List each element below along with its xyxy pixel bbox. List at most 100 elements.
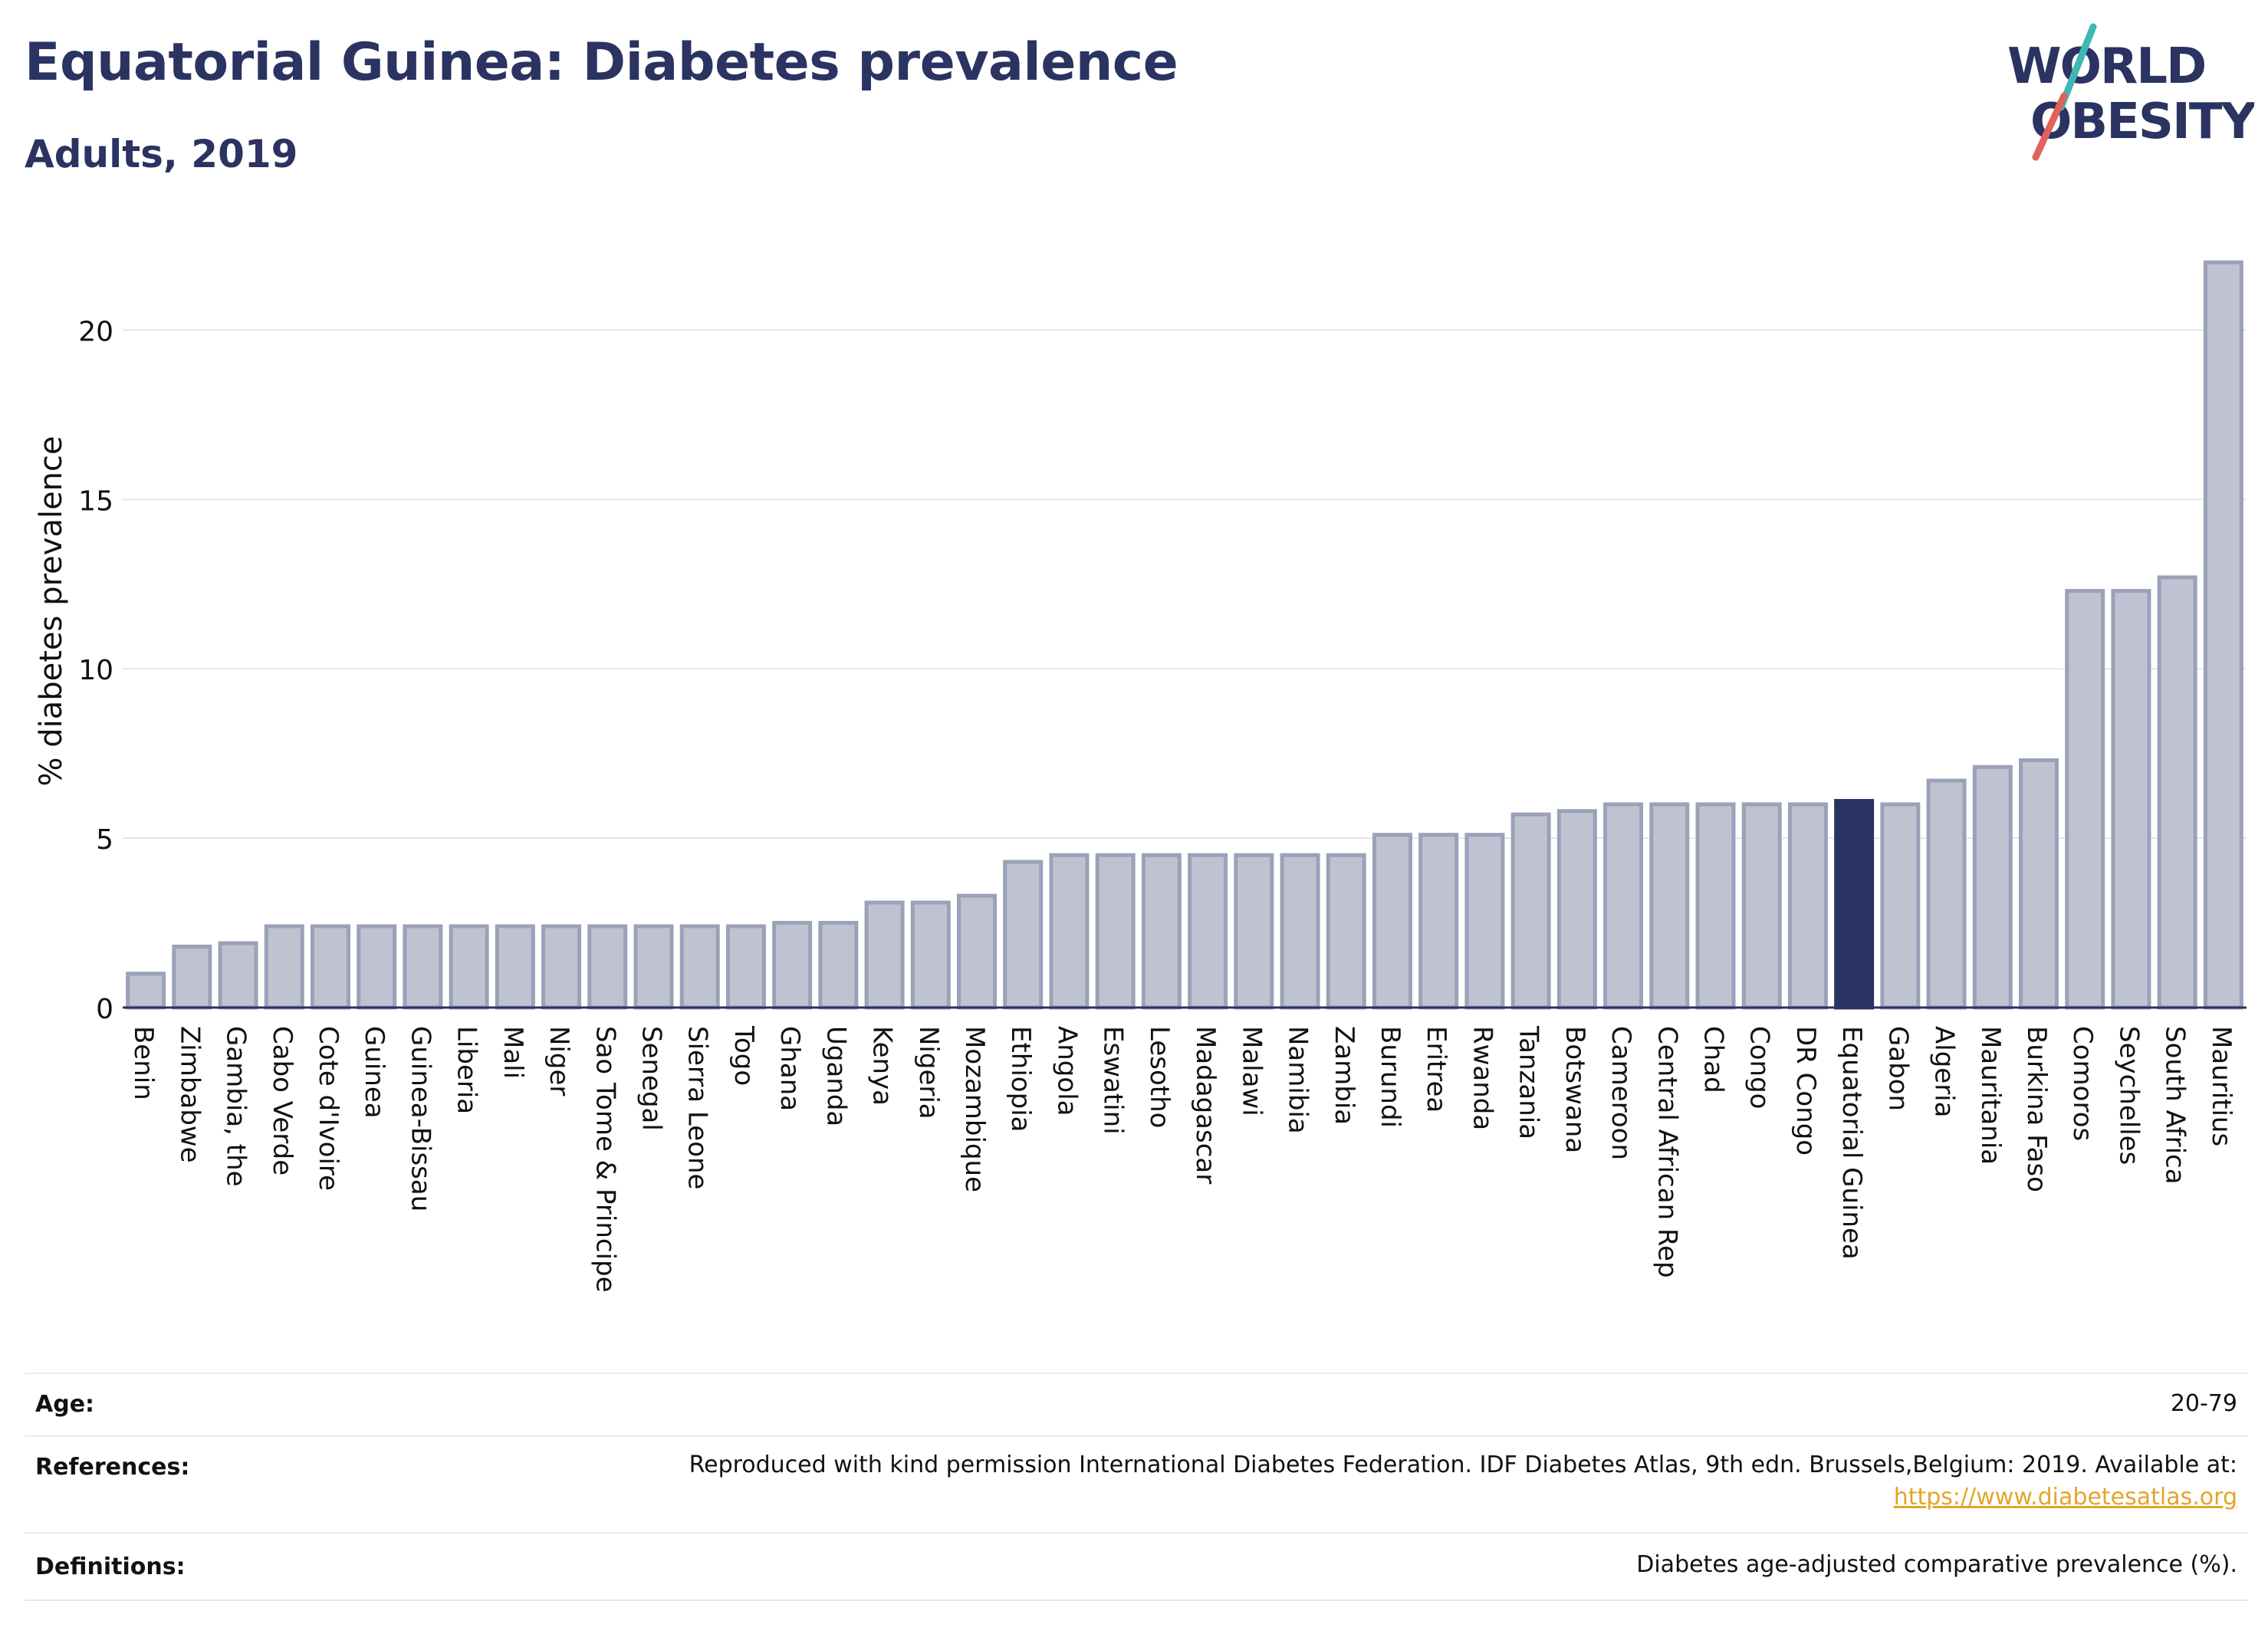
x-tick-label: Cabo Verde <box>267 1026 297 1175</box>
x-tick-label: Burundi <box>1375 1026 1405 1128</box>
x-tick-label: DR Congo <box>1790 1026 1821 1156</box>
gridlines <box>123 329 2247 840</box>
bar-niger[interactable] <box>541 924 582 1010</box>
bar-zimbabwe[interactable] <box>172 944 212 1010</box>
bar-namibia[interactable] <box>1280 853 1320 1010</box>
bar-madagascar[interactable] <box>1188 853 1228 1010</box>
x-tick-label: Senegal <box>636 1026 667 1131</box>
bar-burkina-faso[interactable] <box>2019 758 2059 1010</box>
y-tick-label: 15 <box>78 485 113 517</box>
bar-malawi[interactable] <box>1234 853 1274 1010</box>
x-tick-label: Algeria <box>1929 1026 1960 1117</box>
references-label: References: <box>35 1454 190 1481</box>
bar-botswana[interactable] <box>1556 809 1597 1010</box>
bar-central-african-rep[interactable] <box>1649 802 1690 1010</box>
bar-cameroon[interactable] <box>1603 802 1644 1010</box>
bar-senegal[interactable] <box>633 924 674 1010</box>
page-title: Equatorial Guinea: Diabetes prevalence <box>25 32 1178 93</box>
x-tick-label: Mauritius <box>2206 1026 2237 1146</box>
bar-seychelles[interactable] <box>2111 589 2151 1010</box>
y-tick-label: 0 <box>96 994 113 1025</box>
bar-mauritius[interactable] <box>2203 260 2243 1010</box>
y-tick-label: 10 <box>78 655 113 686</box>
bar-benin[interactable] <box>126 972 166 1010</box>
x-tick-label: Uganda <box>820 1026 851 1126</box>
bar-mauritania[interactable] <box>1972 764 2013 1010</box>
bar-equatorial-guinea[interactable] <box>1834 799 1875 1010</box>
x-tick-label: Zambia <box>1329 1026 1359 1125</box>
x-tick-label: Guinea-Bissau <box>405 1026 436 1212</box>
bar-algeria[interactable] <box>1926 778 1967 1010</box>
x-tick-label: Botswana <box>1560 1026 1590 1153</box>
x-tick-label: Ghana <box>774 1026 805 1111</box>
x-tick-label: Sierra Leone <box>682 1026 713 1189</box>
references-link[interactable]: https://www.diabetesatlas.org <box>1893 1484 2237 1511</box>
age-value: 20-79 <box>2170 1390 2237 1417</box>
x-tick-label: Malawi <box>1236 1026 1267 1116</box>
x-tick-label: Gabon <box>1882 1026 1913 1111</box>
bar-eswatini[interactable] <box>1095 853 1136 1010</box>
x-tick-label: Equatorial Guinea <box>1836 1026 1867 1260</box>
x-tick-label: Comoros <box>2067 1026 2098 1141</box>
x-tick-label: Togo <box>728 1025 759 1086</box>
x-tick-label: Benin <box>128 1026 159 1100</box>
x-tick-label: Burkina Faso <box>2021 1026 2052 1192</box>
bar-liberia[interactable] <box>449 924 489 1010</box>
bar-mozambique[interactable] <box>957 893 998 1010</box>
bar-burundi[interactable] <box>1372 833 1412 1010</box>
bar-guinea-bissau[interactable] <box>403 924 443 1010</box>
x-tick-label: Eswatini <box>1098 1026 1129 1135</box>
x-tick-label: Sao Tome & Principe <box>590 1026 620 1293</box>
x-tick-label: Mozambique <box>959 1026 990 1192</box>
bar-mali[interactable] <box>495 924 535 1010</box>
bar-gambia-the[interactable] <box>218 941 258 1010</box>
bar-gabon[interactable] <box>1880 802 1921 1010</box>
x-tick-label: Cameroon <box>1606 1026 1636 1160</box>
logo-line-2: OBESITY <box>2030 94 2254 150</box>
bar-eritrea[interactable] <box>1418 833 1459 1010</box>
bar-nigeria[interactable] <box>910 900 951 1010</box>
bar-dr-congo[interactable] <box>1787 802 1828 1010</box>
x-tick-label: Namibia <box>1283 1026 1313 1134</box>
x-tick-label: Guinea <box>359 1026 390 1119</box>
x-tick-label: Tanzania <box>1514 1025 1544 1139</box>
bar-uganda[interactable] <box>818 921 859 1010</box>
bar-chart: 0 5 10 15 20 Benin Zimbabwe Gambia, the Cabo Ve… <box>34 260 2247 1293</box>
bar-south-africa[interactable] <box>2157 575 2197 1010</box>
bar-cabo-verde[interactable] <box>264 924 304 1010</box>
definitions-value: Diabetes age-adjusted comparative preval… <box>1636 1551 2237 1578</box>
x-tick-label: Ethiopia <box>1005 1026 1036 1132</box>
age-row: Age: 20-79 <box>25 1373 2248 1435</box>
bar-sao-tome-principe[interactable] <box>587 924 628 1010</box>
logo-slash-red <box>2032 92 2068 161</box>
bar-angola[interactable] <box>1049 853 1090 1010</box>
references-value: Reproduced with kind permission Internat… <box>689 1449 2237 1514</box>
bar-zambia[interactable] <box>1326 853 1366 1010</box>
definitions-label: Definitions: <box>35 1553 186 1580</box>
x-tick-label: Niger <box>544 1026 574 1096</box>
y-axis-ticks: 0 5 10 15 20 <box>78 316 113 1025</box>
bar-congo[interactable] <box>1741 802 1782 1010</box>
x-tick-label: Rwanda <box>1467 1026 1497 1130</box>
x-tick-label: Madagascar <box>1190 1026 1221 1184</box>
bar-kenya[interactable] <box>864 900 905 1010</box>
bar-comoros[interactable] <box>2065 589 2105 1010</box>
x-tick-label: Cote d'Ivoire <box>313 1026 343 1191</box>
bar-togo[interactable] <box>725 924 766 1010</box>
x-tick-label: Gambia, the <box>221 1026 251 1187</box>
x-axis-ticks: Benin Zimbabwe Gambia, the Cabo Verde Cote d… <box>128 1025 2237 1293</box>
bar-rwanda[interactable] <box>1464 833 1505 1010</box>
world-obesity-logo: WORLD OBESITY <box>2007 23 2254 161</box>
x-tick-label: Mauritania <box>1975 1026 2006 1165</box>
bar-sierra-leone[interactable] <box>679 924 720 1010</box>
bar-cote-d-ivoire[interactable] <box>310 924 350 1010</box>
bar-tanzania[interactable] <box>1510 812 1551 1010</box>
x-tick-label: Lesotho <box>1144 1026 1175 1128</box>
bar-chad[interactable] <box>1695 802 1736 1010</box>
bar-lesotho[interactable] <box>1141 853 1182 1010</box>
x-tick-label: Seychelles <box>2113 1026 2144 1165</box>
bar-guinea[interactable] <box>357 924 397 1010</box>
bar-ghana[interactable] <box>772 921 813 1010</box>
logo-line-1: WORLD <box>2007 38 2205 95</box>
bar-ethiopia[interactable] <box>1003 860 1044 1010</box>
